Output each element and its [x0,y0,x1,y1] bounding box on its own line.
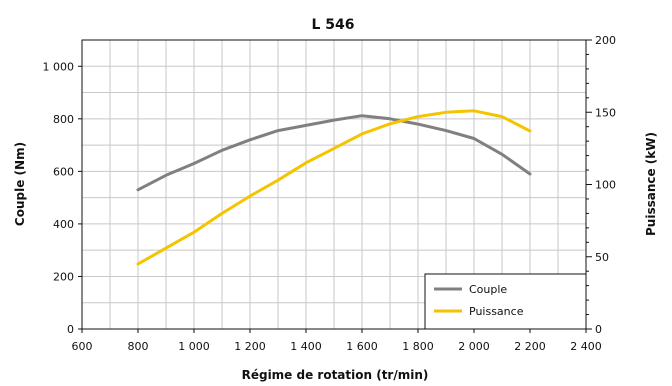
axis-ticks: 600 800 1 000 1 200 1 400 1 600 1 800 2 000 2 20… [43,34,617,353]
y-axis-left-title: Couple (Nm) [13,142,27,226]
y-left-tick-label: 0 [67,323,74,336]
y-left-tick-label: 800 [53,113,74,126]
y-right-tick-label: 0 [595,323,602,336]
x-tick-label: 600 [72,340,93,353]
x-tick-label: 2 200 [514,340,546,353]
x-tick-label: 1 600 [346,340,378,353]
y-left-tick-label: 1 000 [43,60,75,73]
series-lines [136,109,532,266]
series-line-couple [136,114,532,192]
x-tick-label: 800 [128,340,149,353]
legend-label-puissance: Puissance [469,305,524,318]
x-tick-label: 1 400 [290,340,322,353]
chart-title: L 546 [311,17,354,33]
y-right-tick-label: 100 [595,179,616,192]
x-tick-label: 2 400 [570,340,602,353]
legend: Couple Puissance [424,273,587,330]
legend-box [424,273,587,330]
y-right-tick-label: 200 [595,34,616,47]
y-left-tick-label: 200 [53,270,74,283]
legend-label-couple: Couple [469,283,507,296]
y-right-tick-label: 150 [595,106,616,119]
y-right-tick-label: 50 [595,251,609,264]
y-left-tick-label: 600 [53,165,74,178]
y-axis-right-title: Puissance (kW) [644,132,658,236]
x-tick-label: 1 800 [402,340,434,353]
x-tick-label: 1 200 [234,340,266,353]
y-left-tick-label: 400 [53,218,74,231]
x-tick-label: 1 000 [178,340,210,353]
series-line-puissance [136,109,532,266]
x-axis-title: Régime de rotation (tr/min) [242,368,429,382]
x-tick-label: 2 000 [458,340,490,353]
